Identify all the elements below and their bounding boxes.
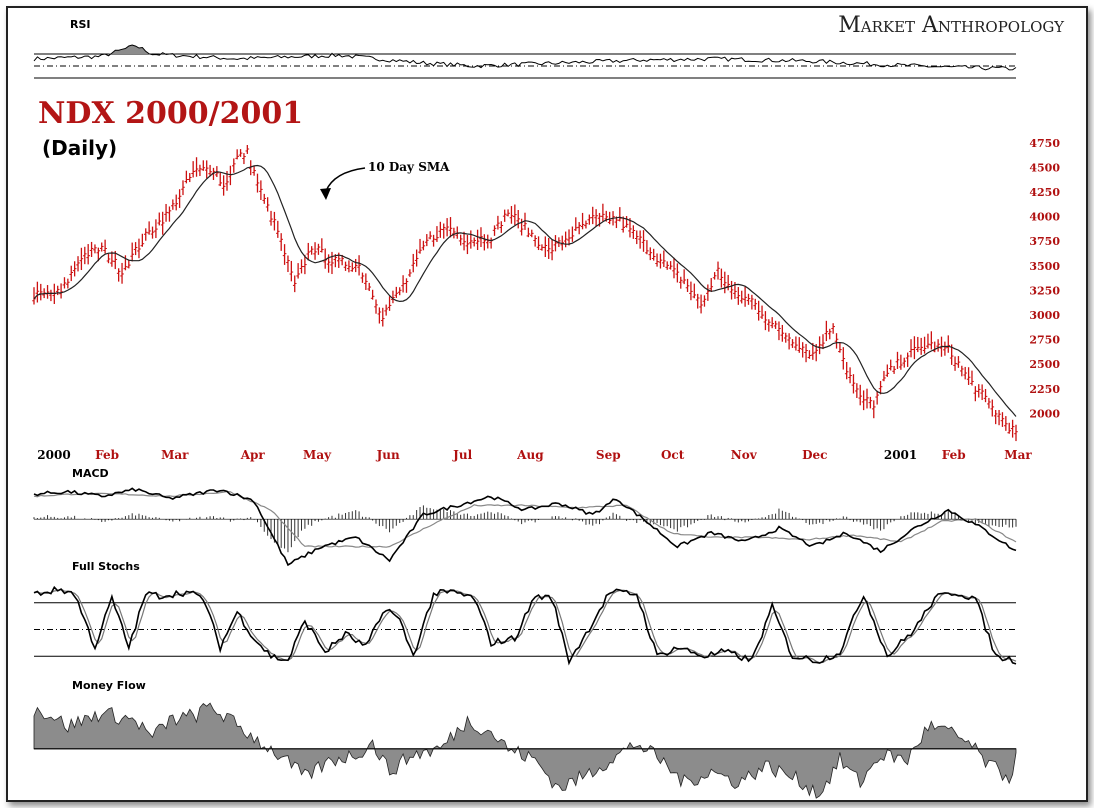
money-flow-panel: Money Flow <box>33 679 1017 799</box>
macd-line <box>33 487 1017 567</box>
x-tick-label: Feb <box>942 448 966 462</box>
macd-panel: MACD <box>33 467 1017 567</box>
price-panel: NDX 2000/2001 (Daily) 10 Day SMA 4750 450… <box>32 96 1060 462</box>
annotation-arrow <box>325 167 366 192</box>
chart-canvas: RSI Market Anthropology NDX 2000/2001 (D… <box>32 13 1065 799</box>
rsi-overbought-fill <box>34 45 1016 54</box>
stoch-d-line <box>33 588 1017 664</box>
x-tick-label: Aug <box>516 448 544 462</box>
annotation-arrowhead <box>320 188 331 200</box>
x-tick-label: 2000 <box>37 448 70 462</box>
y-tick-label: 2500 <box>1029 358 1060 371</box>
stoch-k-line <box>33 585 1017 666</box>
x-tick-label: Nov <box>731 448 758 462</box>
x-tick-label: Jul <box>452 448 472 462</box>
stoch-label: Full Stochs <box>72 560 140 573</box>
y-tick-label: 3500 <box>1029 260 1060 273</box>
chart-title: NDX 2000/2001 <box>38 96 303 131</box>
macd-label: MACD <box>72 467 109 480</box>
x-tick-label: Mar <box>161 448 189 462</box>
chart-frame: RSI Market Anthropology NDX 2000/2001 (D… <box>6 6 1088 802</box>
y-tick-label: 3000 <box>1029 309 1060 322</box>
money-flow-area <box>33 702 1017 799</box>
x-tick-label: Sep <box>596 448 621 462</box>
y-tick-label: 4000 <box>1029 211 1060 224</box>
macd-signal-line <box>33 490 1017 548</box>
stoch-panel: Full Stochs <box>33 560 1017 666</box>
rsi-panel: RSI <box>33 18 1017 79</box>
x-tick-label: Apr <box>240 448 266 462</box>
x-tick-label: Dec <box>802 448 827 462</box>
y-tick-label: 3750 <box>1029 235 1060 248</box>
chart-subtitle: (Daily) <box>42 136 117 160</box>
x-tick-label: Feb <box>95 448 119 462</box>
y-tick-label: 4500 <box>1029 161 1060 174</box>
x-tick-label: Oct <box>661 448 685 462</box>
y-tick-label: 3250 <box>1029 284 1060 297</box>
sma-line <box>33 164 1017 417</box>
x-tick-label: Jun <box>376 448 400 462</box>
rsi-label: RSI <box>70 18 91 31</box>
x-tick-label: May <box>303 448 332 462</box>
y-tick-label: 2000 <box>1029 407 1060 420</box>
y-tick-label: 2250 <box>1029 383 1060 396</box>
y-tick-label: 2750 <box>1029 334 1060 347</box>
sma-annotation: 10 Day SMA <box>368 160 450 174</box>
money-flow-label: Money Flow <box>72 679 146 692</box>
y-tick-label: 4250 <box>1029 186 1060 199</box>
brand-logo: Market Anthropology <box>838 13 1065 38</box>
y-tick-label: 4750 <box>1029 137 1060 150</box>
x-tick-label: Mar <box>1004 448 1032 462</box>
x-tick-label: 2001 <box>884 448 917 462</box>
rsi-line <box>33 44 1017 71</box>
